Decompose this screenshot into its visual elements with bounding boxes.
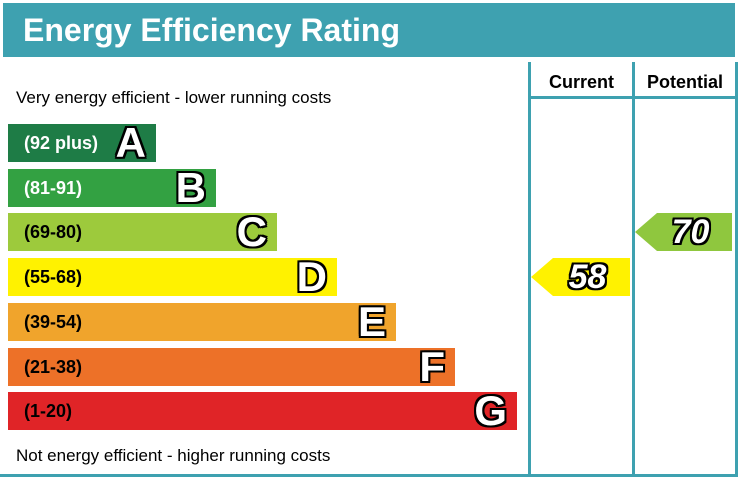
band-letter: B: [175, 164, 206, 211]
band-range-label: (1-20): [24, 400, 73, 421]
band-range-label: (92 plus): [24, 132, 99, 153]
band-letter: C: [236, 208, 267, 255]
potential-rating-arrow: 70: [635, 213, 732, 251]
header-underline: [528, 96, 738, 99]
band-row-b: (81-91) B: [8, 164, 216, 211]
band-row-e: (39-54) E: [8, 298, 396, 345]
table-right-border: [735, 62, 738, 477]
band-letter: G: [474, 387, 507, 434]
current-column-header: Current: [548, 72, 614, 92]
band-letter: F: [419, 343, 445, 390]
band-row-g: (1-20) G: [8, 387, 517, 434]
band-range-label: (69-80): [24, 221, 83, 242]
band-row-a: (92 plus) A: [8, 119, 156, 166]
band-row-f: (21-38) F: [8, 343, 455, 390]
band-range-label: (55-68): [24, 266, 83, 287]
potential-column-header: Potential: [646, 72, 723, 92]
band-letter: D: [296, 253, 327, 300]
band-range-label: (39-54): [24, 311, 83, 332]
chart-title-bar: Energy Efficiency Rating: [3, 3, 735, 57]
chart-bottom-border: [0, 474, 738, 477]
band-range-label: (21-38): [24, 356, 83, 377]
band-row-c: (69-80) C: [8, 208, 277, 255]
band-letter: E: [357, 298, 386, 345]
band-letter: A: [115, 119, 146, 166]
chart-title: Energy Efficiency Rating: [23, 11, 400, 48]
current-rating-arrow: 58: [531, 258, 630, 296]
potential-rating-value: 70: [671, 213, 710, 251]
bottom-note: Not energy efficient - higher running co…: [16, 446, 331, 465]
band-row-d: (55-68) D: [8, 253, 337, 300]
potential-column-left-border: [632, 62, 635, 477]
current-column-left-border: [528, 62, 531, 477]
band-range-label: (81-91): [24, 177, 83, 198]
top-note: Very energy efficient - lower running co…: [16, 88, 332, 107]
current-rating-value: 58: [568, 258, 607, 296]
